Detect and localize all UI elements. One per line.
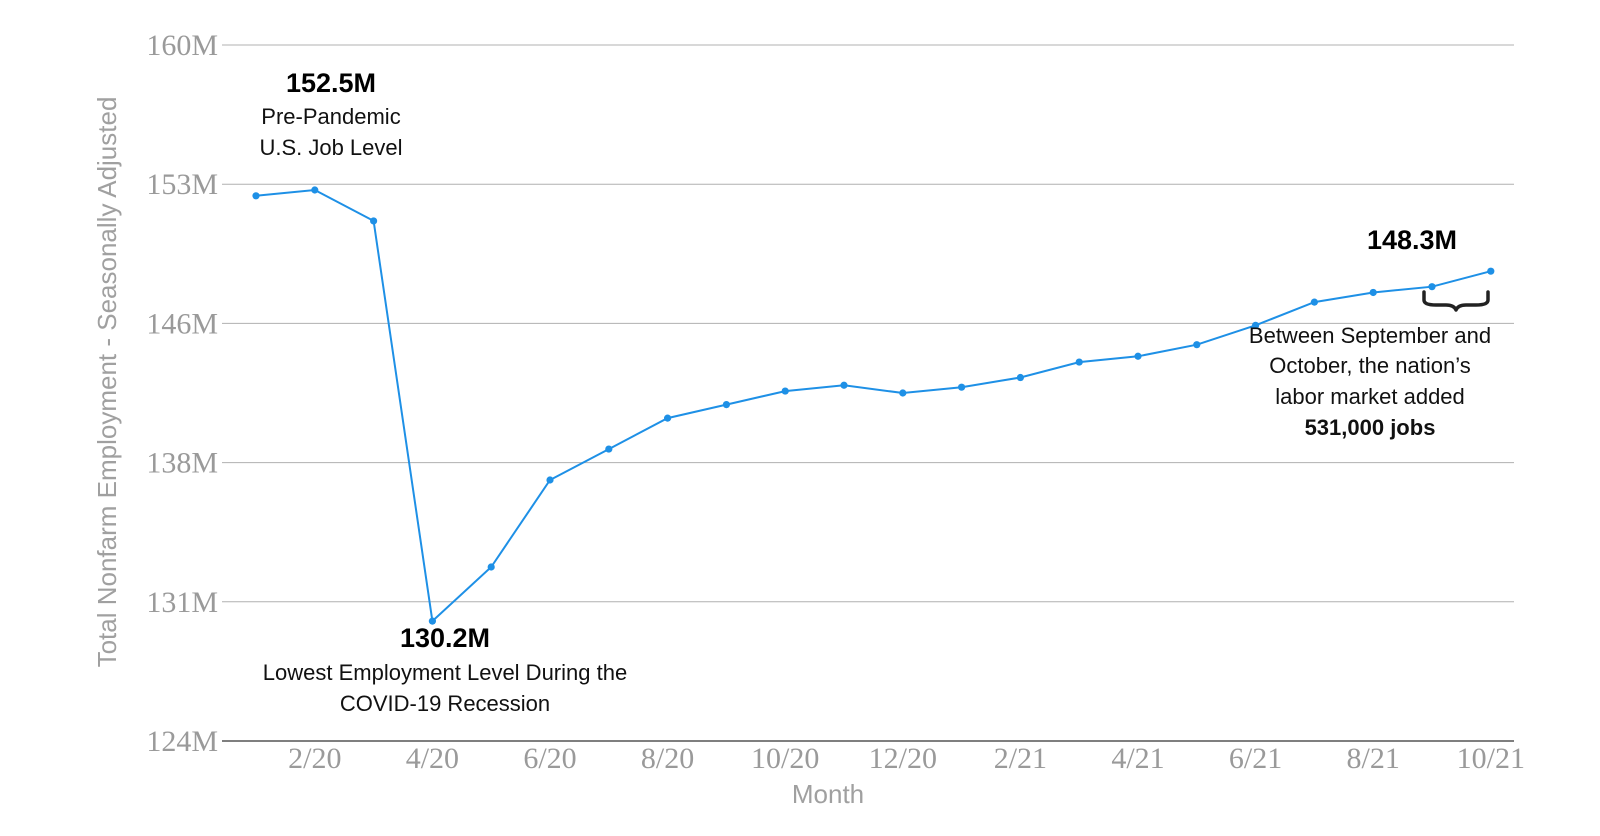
data-point	[428, 617, 436, 625]
x-axis-title: Month	[792, 779, 864, 809]
data-point	[487, 563, 495, 571]
data-point	[1487, 267, 1495, 275]
x-tick-label: 4/21	[1111, 742, 1164, 775]
x-tick-label: 4/20	[406, 742, 459, 775]
annotation-low-value: 130.2M	[400, 623, 490, 653]
x-axis-ticks: 2/20 4/20 6/20 8/20 10/20 12/20 2/21 4/21 6/21 8/…	[288, 742, 1525, 775]
data-point	[1134, 352, 1142, 360]
y-tick-label: 146M	[146, 307, 218, 340]
x-tick-label: 6/21	[1229, 742, 1282, 775]
employment-series-line	[255, 188, 1492, 624]
data-point	[370, 217, 378, 225]
y-tick-label: 160M	[146, 29, 218, 62]
data-point	[1369, 288, 1377, 297]
annotation-peak-value: 152.5M	[286, 68, 376, 98]
gridlines	[222, 44, 1514, 742]
data-point	[899, 389, 907, 397]
x-tick-label: 8/21	[1347, 742, 1400, 775]
annotation-latest: 148.3M Between September and October, th…	[1249, 225, 1491, 440]
annotation-latest-line-1: Between September and	[1249, 323, 1491, 348]
annotation-low-line-1: Lowest Employment Level During the	[263, 660, 627, 685]
data-point	[605, 445, 613, 453]
y-tick-label: 153M	[146, 168, 218, 201]
data-point	[1193, 341, 1201, 349]
data-points	[252, 186, 1495, 625]
x-tick-label: 10/20	[751, 742, 819, 775]
data-point	[1310, 298, 1318, 306]
y-tick-label: 138M	[146, 447, 218, 480]
annotation-latest-bold: 531,000 jobs	[1305, 415, 1436, 440]
x-tick-label: 8/20	[641, 742, 694, 775]
data-point	[958, 383, 966, 391]
y-axis-title: Total Nonfarm Employment - Seasonally Ad…	[92, 97, 122, 668]
data-point	[840, 381, 848, 389]
x-tick-label: 2/21	[994, 742, 1047, 775]
y-axis-ticks: 124M 131M 138M 146M 153M 160M	[146, 29, 218, 758]
annotation-latest-value: 148.3M	[1367, 225, 1457, 255]
annotation-pre-pandemic: 152.5M Pre-Pandemic U.S. Job Level	[259, 68, 402, 160]
annotation-low-line-2: COVID-19 Recession	[340, 691, 550, 716]
x-tick-label: 10/21	[1457, 742, 1525, 775]
x-tick-label: 12/20	[869, 742, 937, 775]
data-point	[1075, 358, 1083, 366]
annotation-lowest: 130.2M Lowest Employment Level During th…	[263, 623, 627, 716]
data-point	[252, 192, 260, 200]
annotation-latest-line-3: labor market added	[1275, 384, 1465, 409]
data-point	[781, 387, 789, 395]
x-tick-label: 2/20	[288, 742, 341, 775]
data-point	[1016, 373, 1024, 382]
y-tick-label: 131M	[146, 586, 218, 619]
annotation-latest-line-2: October, the nation’s	[1269, 353, 1470, 378]
data-point	[722, 401, 731, 409]
data-point	[1428, 283, 1436, 291]
data-point	[1252, 321, 1260, 329]
y-tick-label: 124M	[146, 725, 218, 758]
annotation-peak-line-2: U.S. Job Level	[259, 135, 402, 160]
data-point	[546, 476, 554, 484]
curly-brace-icon	[1422, 290, 1490, 312]
x-tick-label: 6/20	[523, 742, 576, 775]
data-point	[664, 414, 672, 422]
data-point	[311, 186, 319, 194]
annotation-peak-line-1: Pre-Pandemic	[261, 104, 400, 129]
